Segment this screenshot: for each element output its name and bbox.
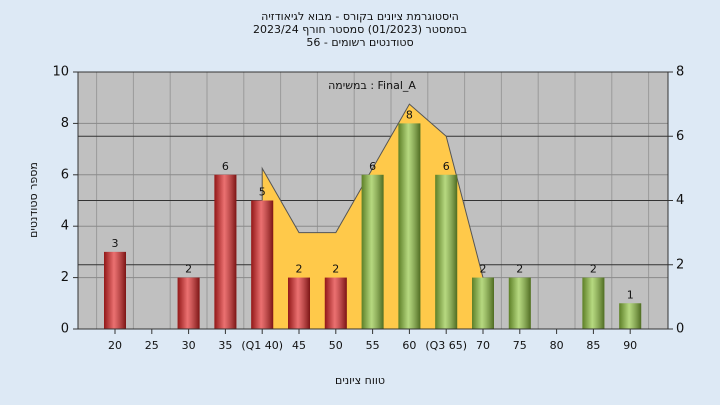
x-tick-label: 90 <box>623 339 637 352</box>
data-label: 6 <box>222 160 229 173</box>
y2-tick-label: 0 <box>676 322 684 337</box>
y2-tick-label: 4 <box>676 193 684 208</box>
bar-shine <box>214 174 237 329</box>
bar-shine <box>361 174 384 329</box>
x-tick-label: 75 <box>513 339 527 352</box>
data-label: 2 <box>332 263 339 276</box>
bar-shine <box>398 123 421 330</box>
bar-shine <box>324 277 347 329</box>
data-label: 2 <box>480 263 487 276</box>
x-tick-label: 35 <box>218 339 232 352</box>
data-label: 2 <box>590 263 597 276</box>
x-tick-label: 50 <box>329 339 343 352</box>
data-label: 2 <box>296 263 303 276</box>
bar-shine <box>251 200 274 329</box>
x-tick-label: 45 <box>292 339 306 352</box>
y-tick-label: 4 <box>61 219 69 234</box>
y-tick-label: 2 <box>61 270 69 285</box>
data-label: 8 <box>406 108 413 121</box>
bar-shine <box>619 303 642 329</box>
title-line: סטודנטים רשומים - 56 <box>306 36 413 49</box>
x-tick-label: 70 <box>476 339 490 352</box>
data-label: 6 <box>443 160 450 173</box>
x-tick-label: 80 <box>550 339 564 352</box>
x-tick-label: (Q1 40) <box>241 339 283 352</box>
x-tick-label: 30 <box>182 339 196 352</box>
bar-shine <box>177 277 200 329</box>
x-tick-label: 20 <box>108 339 122 352</box>
x-axis-label: טווח ציונים <box>335 374 385 387</box>
y2-tick-label: 8 <box>676 65 684 80</box>
x-tick-label: 25 <box>145 339 159 352</box>
y-axis-label: מספר סטודנטים <box>27 162 40 238</box>
title-line: בסמסטר (01/2023) סמסטר חורף 2023/24 <box>253 23 467 36</box>
title-line: היסטוגרמת ציונים בקורס - מבוא לגיאודזיה <box>261 10 459 23</box>
bar-shine <box>435 174 458 329</box>
bar-shine <box>472 277 494 329</box>
x-tick-label: (Q3 65) <box>425 339 467 352</box>
y2-tick-label: 6 <box>676 129 684 144</box>
y-tick-label: 10 <box>52 65 69 80</box>
annotation: במשימה : Final_A <box>328 79 416 92</box>
x-tick-label: 55 <box>366 339 380 352</box>
x-tick-label: 60 <box>402 339 416 352</box>
bar-shine <box>508 277 531 329</box>
bar-shine <box>288 277 310 329</box>
bar-shine <box>104 251 126 329</box>
y-tick-label: 6 <box>61 167 69 182</box>
data-label: 2 <box>185 263 192 276</box>
data-label: 1 <box>627 288 634 301</box>
data-label: 2 <box>516 263 523 276</box>
y-tick-label: 0 <box>61 322 69 337</box>
y2-tick-label: 2 <box>676 257 684 272</box>
bar-shine <box>582 277 605 329</box>
data-label: 3 <box>112 237 119 250</box>
y-tick-label: 8 <box>61 116 69 131</box>
data-label: 6 <box>369 160 376 173</box>
x-tick-label: 85 <box>586 339 600 352</box>
data-label: 5 <box>259 186 266 199</box>
